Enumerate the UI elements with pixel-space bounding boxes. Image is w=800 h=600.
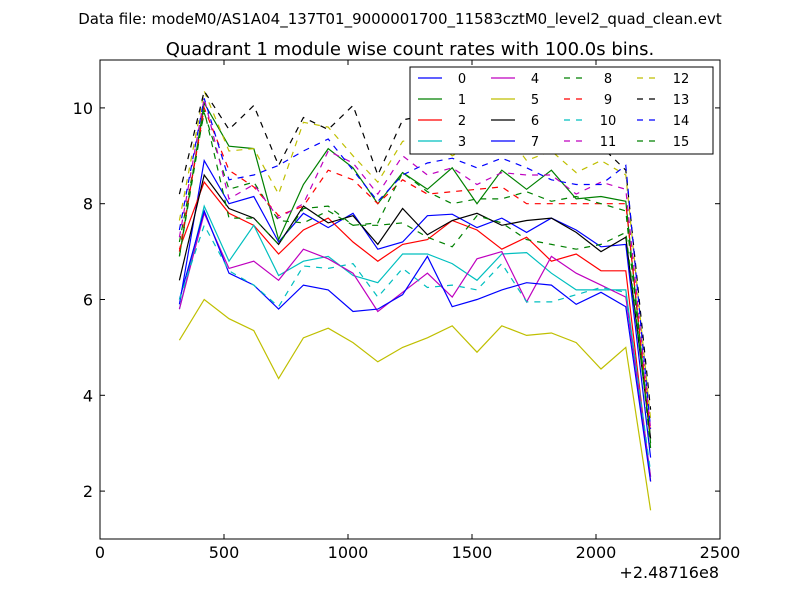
legend-label-12: 12 <box>673 72 690 87</box>
series-line-9 <box>178 105 652 434</box>
legend-label-5: 5 <box>531 93 539 108</box>
series-layer <box>178 89 652 511</box>
legend-label-14: 14 <box>673 114 690 129</box>
series-line-5 <box>178 298 652 511</box>
legend-label-3: 3 <box>458 135 466 150</box>
series-line-6 <box>178 173 652 439</box>
x-tick-label: 0 <box>95 543 105 562</box>
legend-label-13: 13 <box>673 93 690 108</box>
series-line-1 <box>178 101 652 444</box>
series-line-2 <box>178 180 652 482</box>
legend-label-8: 8 <box>604 72 612 87</box>
series-line-0 <box>178 158 652 458</box>
series-line-14 <box>178 98 652 429</box>
legend-label-4: 4 <box>531 72 539 87</box>
y-tick-label: 6 <box>83 291 93 310</box>
x-tick-label: 500 <box>209 543 240 562</box>
series-line-7 <box>178 209 652 482</box>
legend-label-9: 9 <box>604 93 612 108</box>
legend-label-6: 6 <box>531 114 539 129</box>
legend-label-2: 2 <box>458 114 466 129</box>
legend-label-1: 1 <box>458 93 466 108</box>
legend-label-11: 11 <box>600 135 617 150</box>
legend-label-15: 15 <box>673 135 690 150</box>
y-tick-label: 2 <box>83 482 93 501</box>
x-tick-label: 2500 <box>700 543 741 562</box>
series-line-3 <box>178 204 652 477</box>
x-tick-label: 2000 <box>576 543 617 562</box>
legend-label-7: 7 <box>531 135 539 150</box>
series-line-15 <box>178 110 652 449</box>
x-tick-label: 1000 <box>328 543 369 562</box>
series-line-8 <box>178 112 652 439</box>
x-tick-label: 1500 <box>452 543 493 562</box>
legend-label-0: 0 <box>458 72 466 87</box>
y-tick-label: 8 <box>83 195 93 214</box>
legend-label-10: 10 <box>600 114 617 129</box>
chart-title: Quadrant 1 module wise count rates with … <box>166 39 655 60</box>
y-tick-label: 10 <box>73 99 93 118</box>
x-offset-label: +2.48716e8 <box>619 563 719 582</box>
data-file-header: Data file: modeM0/AS1A04_137T01_90000017… <box>78 10 722 29</box>
series-line-11 <box>178 98 652 429</box>
series-line-10 <box>178 223 652 472</box>
legend-box <box>409 66 714 155</box>
series-line-4 <box>178 211 652 477</box>
y-tick-label: 4 <box>83 386 93 405</box>
